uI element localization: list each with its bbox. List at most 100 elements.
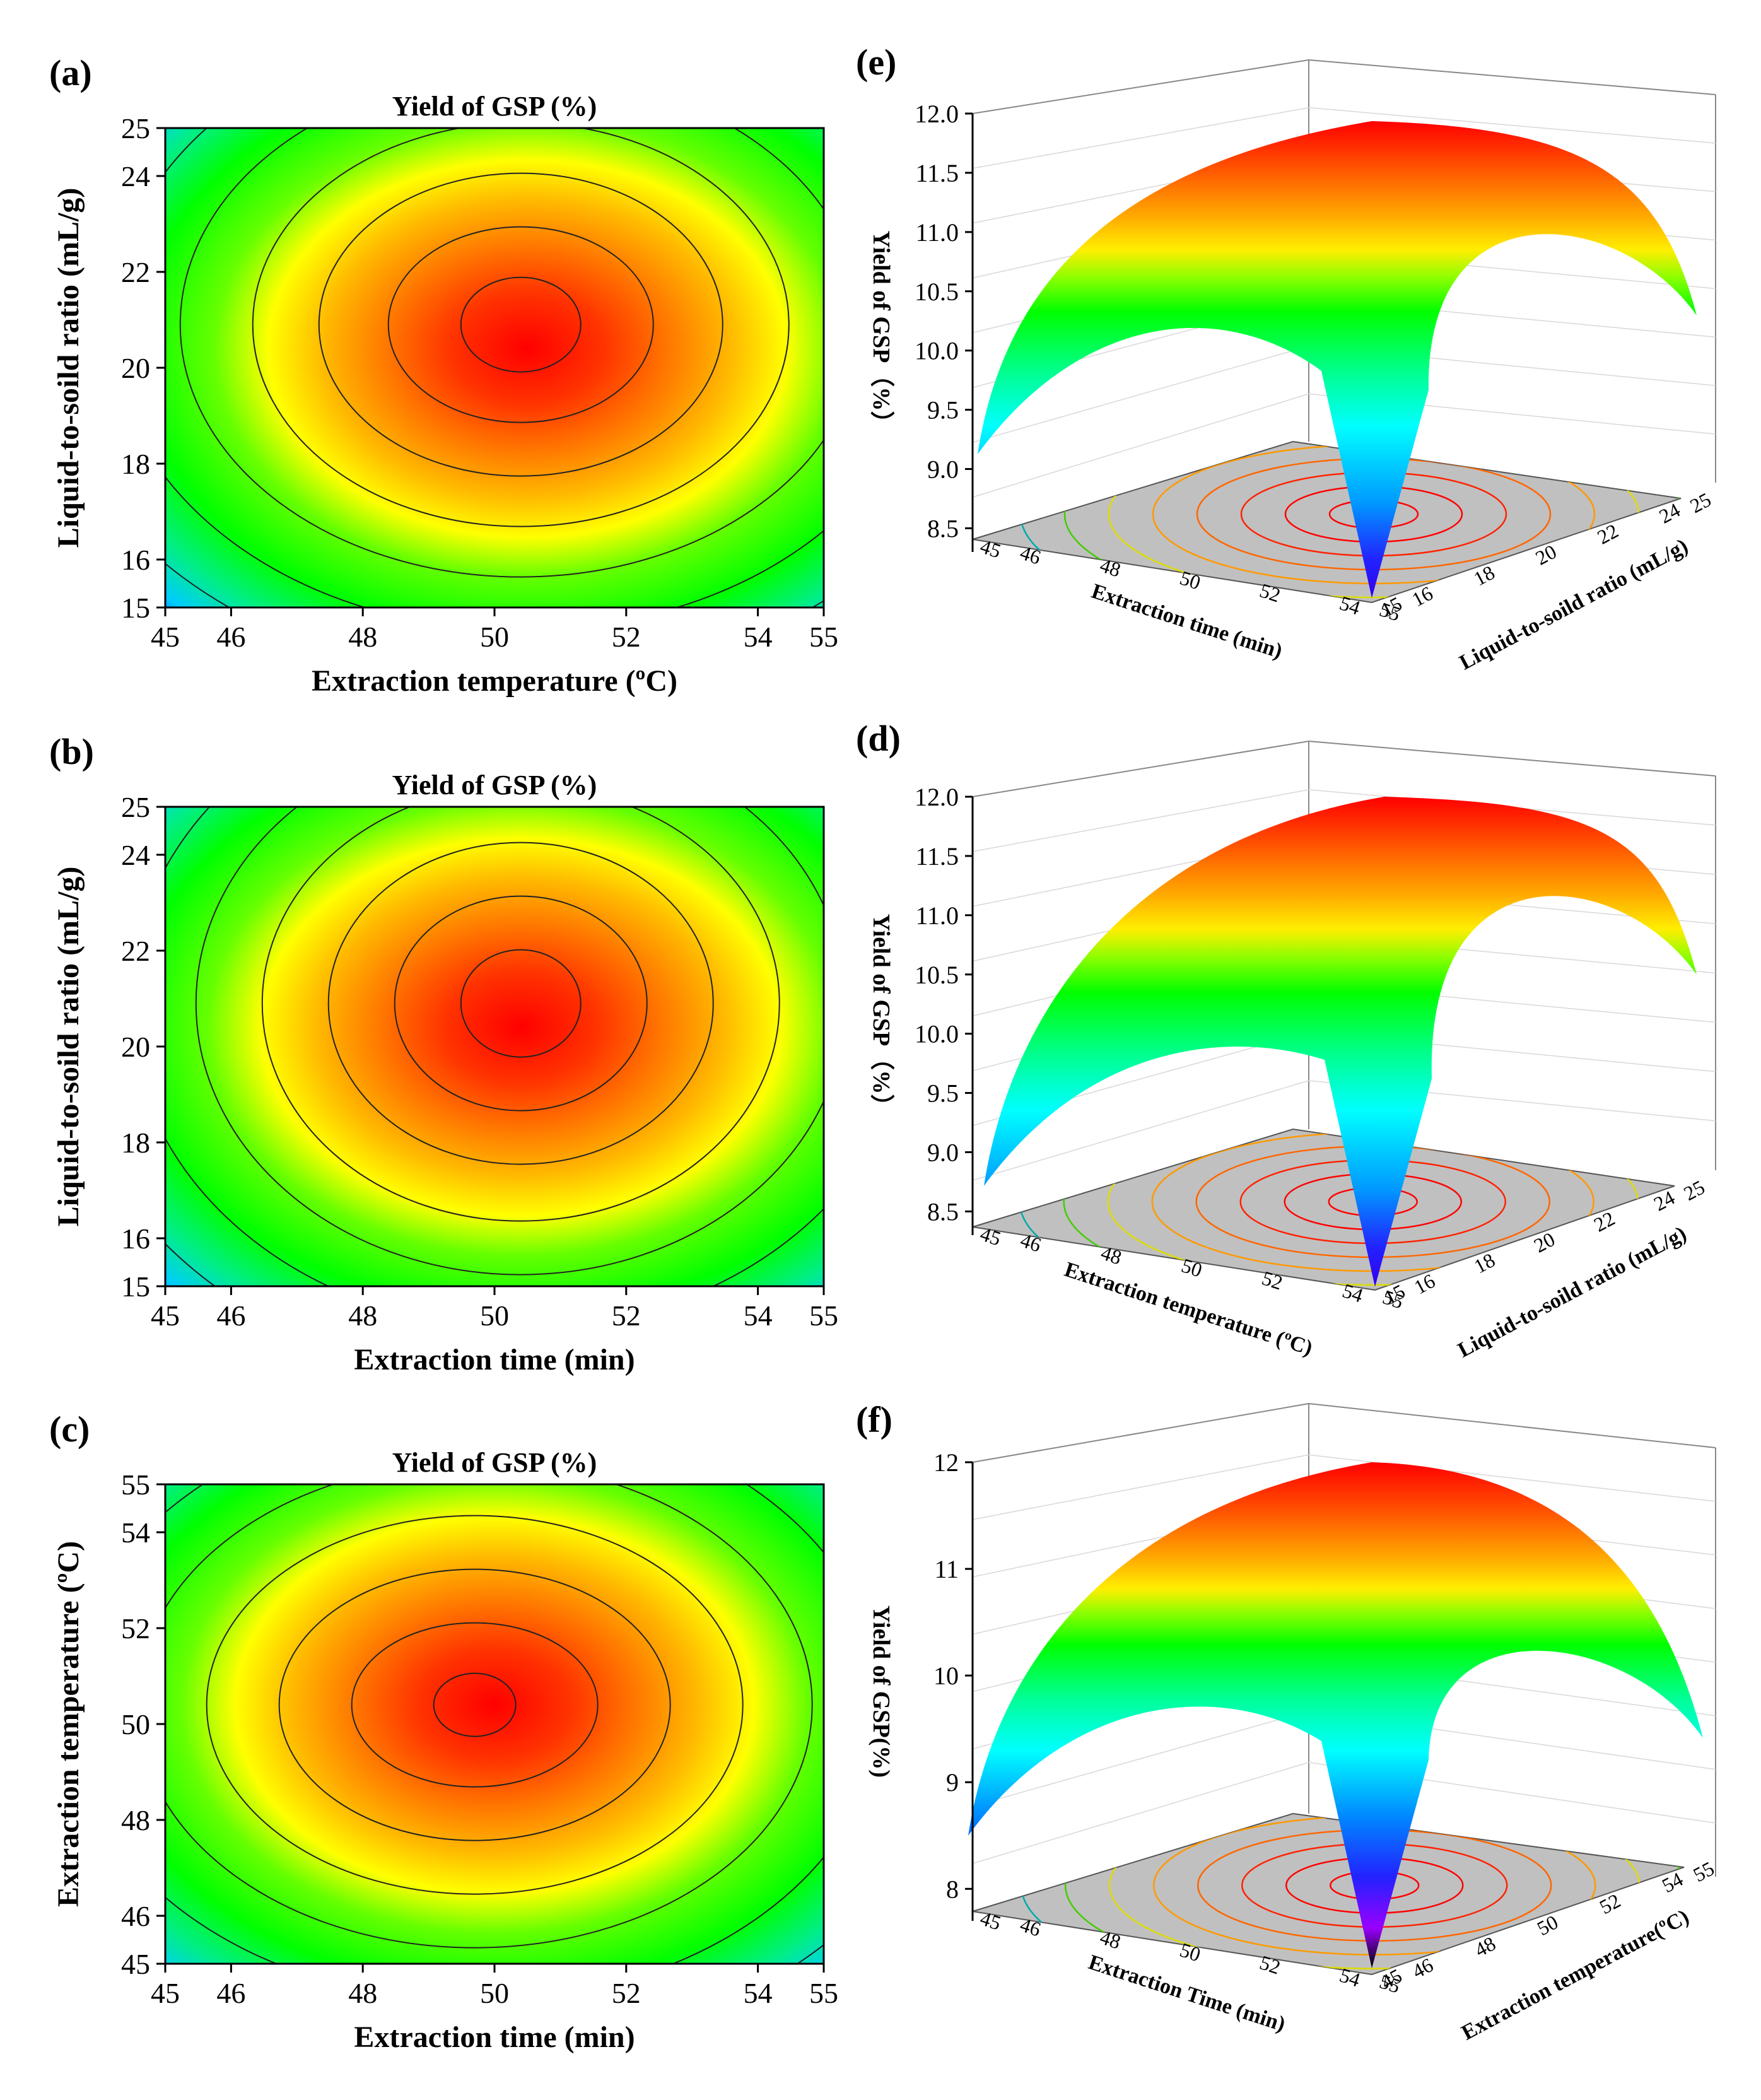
z-tick-label: 11.5 [915, 842, 959, 871]
z-tick-label: 9 [946, 1768, 959, 1797]
z-tick-label: 12.0 [915, 100, 959, 128]
z-tick-label: 9.0 [927, 1139, 959, 1167]
x-tick-label: 50 [480, 1977, 509, 2009]
contour-line [261, 807, 780, 1222]
y-tick-label: 15 [121, 1270, 150, 1303]
x-tick-label: 46 [216, 1977, 245, 2009]
z-tick-label: 11 [934, 1555, 959, 1583]
x-tick-label: 52 [612, 621, 641, 653]
z-tick-label: 8 [946, 1875, 959, 1903]
grid-line [972, 107, 1309, 169]
x-tick-label: 50 [480, 621, 509, 653]
y-tick-label: 52 [121, 1612, 150, 1645]
x3d-axis-label: Extraction time (min) [1089, 580, 1285, 664]
contour-line [433, 1672, 517, 1737]
contour-line [252, 128, 790, 527]
z-tick-label: 12 [933, 1448, 959, 1477]
grid-line [972, 789, 1309, 852]
plot-title: Yield of GSP (%) [392, 91, 597, 122]
x-axis-label: Extraction temperature (ºC) [312, 664, 677, 698]
y-tick-label: 18 [121, 448, 150, 480]
surface-panel-e: 8.5 9.0 9.5 10.0 10.5 11.0 11.5 12.0 (e) Yield of… [856, 42, 1716, 674]
y3d-tick-label: 55 [1689, 1857, 1717, 1886]
y-tick-label: 46 [121, 1900, 150, 1932]
x-axis-label: Extraction time (min) [354, 1343, 635, 1376]
x-tick-label: 48 [348, 1977, 377, 2009]
box-edge [972, 59, 1309, 114]
grid-line [972, 346, 1309, 443]
x-tick-label: 55 [809, 1977, 838, 2009]
z-tick-label: 10.5 [915, 278, 959, 306]
box-edge [972, 1403, 1309, 1463]
contour-line [179, 128, 824, 578]
floor-contour [1063, 442, 1681, 602]
contour-panel-c: (c) Yield of GSP (%) 45 46 48 50 52 54 55 45 46 48 5… [49, 1409, 838, 2054]
y-tick-label: 18 [121, 1127, 150, 1159]
contour-lines [165, 807, 824, 1286]
contour-line [195, 807, 824, 1276]
response-surface [968, 1462, 1703, 1968]
grid-line [972, 393, 1309, 498]
contour-line [206, 1515, 744, 1895]
x-tick-label: 55 [809, 621, 838, 653]
z-tick-label: 12.0 [915, 783, 959, 811]
contour-line [394, 895, 648, 1112]
surface-panel-d: 8.5 9.0 9.5 10.0 10.5 11.0 11.5 12.0 (d) Yield of… [856, 718, 1716, 1362]
y-axis-label: Liquid-to-soild ratio (mL/g) [52, 188, 85, 548]
z-tick-label: 10.0 [915, 1020, 959, 1048]
contour-line [278, 1568, 671, 1841]
y-tick-label: 22 [121, 256, 150, 288]
floor-plane [972, 1812, 1685, 1976]
contour-line [327, 842, 714, 1165]
contour-fill [165, 1484, 824, 1964]
floor-plane [972, 440, 1682, 604]
y-tick-label: 24 [121, 839, 150, 871]
z-tick-label: 10.5 [915, 961, 959, 989]
panel-label: (c) [49, 1409, 90, 1450]
x3d-axis-label: Extraction Time (min) [1085, 1950, 1288, 2036]
box-edge [972, 741, 1309, 797]
contour-line [165, 1484, 813, 1949]
y-axis-label: Liquid-to-soild ratio (mL/g) [52, 867, 85, 1227]
contour-line [460, 949, 582, 1058]
y-tick-label: 16 [121, 1223, 150, 1255]
z-tick-label: 11.0 [915, 218, 959, 247]
y-tick-label: 48 [121, 1804, 150, 1836]
grid-line [972, 1080, 1309, 1181]
panel-label: (a) [49, 52, 92, 93]
x-tick-label: 52 [612, 1977, 641, 2009]
y-tick-label: 16 [121, 544, 150, 576]
x-tick-label: 54 [744, 621, 773, 653]
z-tick-label: 8.5 [927, 1197, 959, 1226]
y-tick-label: 50 [121, 1708, 150, 1740]
x-tick-label: 45 [151, 621, 180, 653]
y-tick-label: 20 [121, 1031, 150, 1063]
contour-lines [165, 1484, 824, 1964]
contour-panels: (a) Yield of GSP (%) 45 46 48 50 52 54 55 15 16 18 2… [49, 52, 838, 2054]
x-tick-label: 54 [744, 1977, 773, 2009]
contour-line [387, 226, 654, 423]
x-tick-label: 45 [151, 1299, 180, 1332]
plot-title: Yield of GSP (%) [392, 1447, 597, 1478]
grid-line [972, 1710, 1309, 1807]
panel-label: (f) [856, 1399, 892, 1440]
x-tick-label: 55 [809, 1299, 838, 1332]
y-axis-label: Extraction temperature (ºC) [52, 1541, 85, 1907]
z-axis-label: Yield of GSP（%） [868, 914, 894, 1118]
contour-lines [165, 128, 824, 607]
x-tick-label: 46 [216, 1299, 245, 1332]
z-tick-label: 11.0 [915, 901, 959, 930]
grid-line [1308, 107, 1716, 144]
floor-contour [1063, 1129, 1675, 1290]
panel-label: (b) [49, 731, 94, 772]
response-surface [984, 797, 1697, 1287]
y-tick-label: 25 [121, 791, 150, 823]
y3d-tick-label: 25 [1680, 1175, 1708, 1205]
y-tick-label: 55 [121, 1469, 150, 1501]
contour-line [460, 276, 582, 373]
box-edge [1308, 741, 1716, 777]
grid-line [972, 1762, 1309, 1864]
